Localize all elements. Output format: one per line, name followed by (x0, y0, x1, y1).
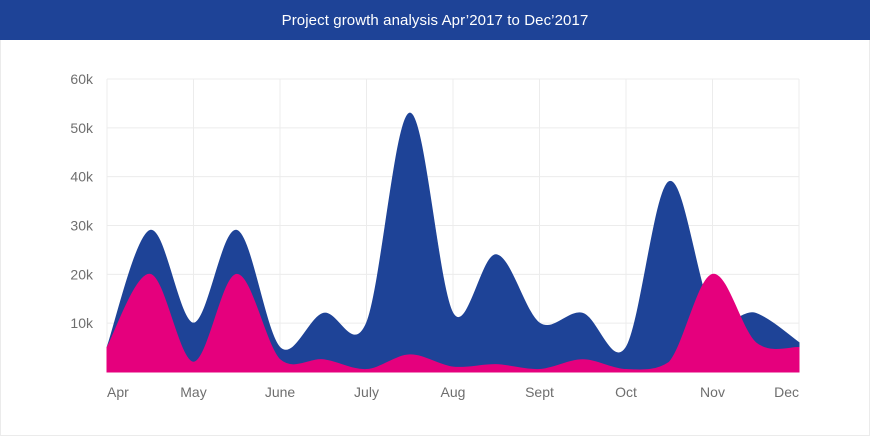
series-sub-area (106, 273, 800, 373)
y-tick-label: 10k (70, 315, 94, 331)
x-tick-label: May (180, 384, 206, 400)
x-tick-label: Oct (615, 384, 637, 400)
x-tick-label: Sept (525, 384, 554, 400)
y-tick-label: 50k (70, 120, 94, 136)
chart-header: Project growth analysis Apr’2017 to Dec’… (0, 0, 870, 40)
y-tick-label: 40k (70, 169, 94, 185)
x-tick-label: Dec (774, 384, 799, 400)
y-axis-ticks: 10k 20k 30k 40k 50k 60k (70, 71, 94, 331)
x-tick-label: Aug (441, 384, 466, 400)
x-tick-label: July (354, 384, 379, 400)
x-axis-ticks: Apr May June July Aug Sept Oct Nov Dec (107, 384, 799, 400)
y-tick-label: 20k (70, 266, 94, 282)
series-areas (106, 112, 800, 373)
x-tick-label: June (265, 384, 296, 400)
chart-title: Project growth analysis Apr’2017 to Dec’… (281, 11, 589, 29)
y-tick-label: 30k (70, 218, 94, 234)
x-tick-label: Apr (107, 384, 129, 400)
y-tick-label: 60k (70, 71, 94, 87)
x-tick-label: Nov (700, 384, 725, 400)
